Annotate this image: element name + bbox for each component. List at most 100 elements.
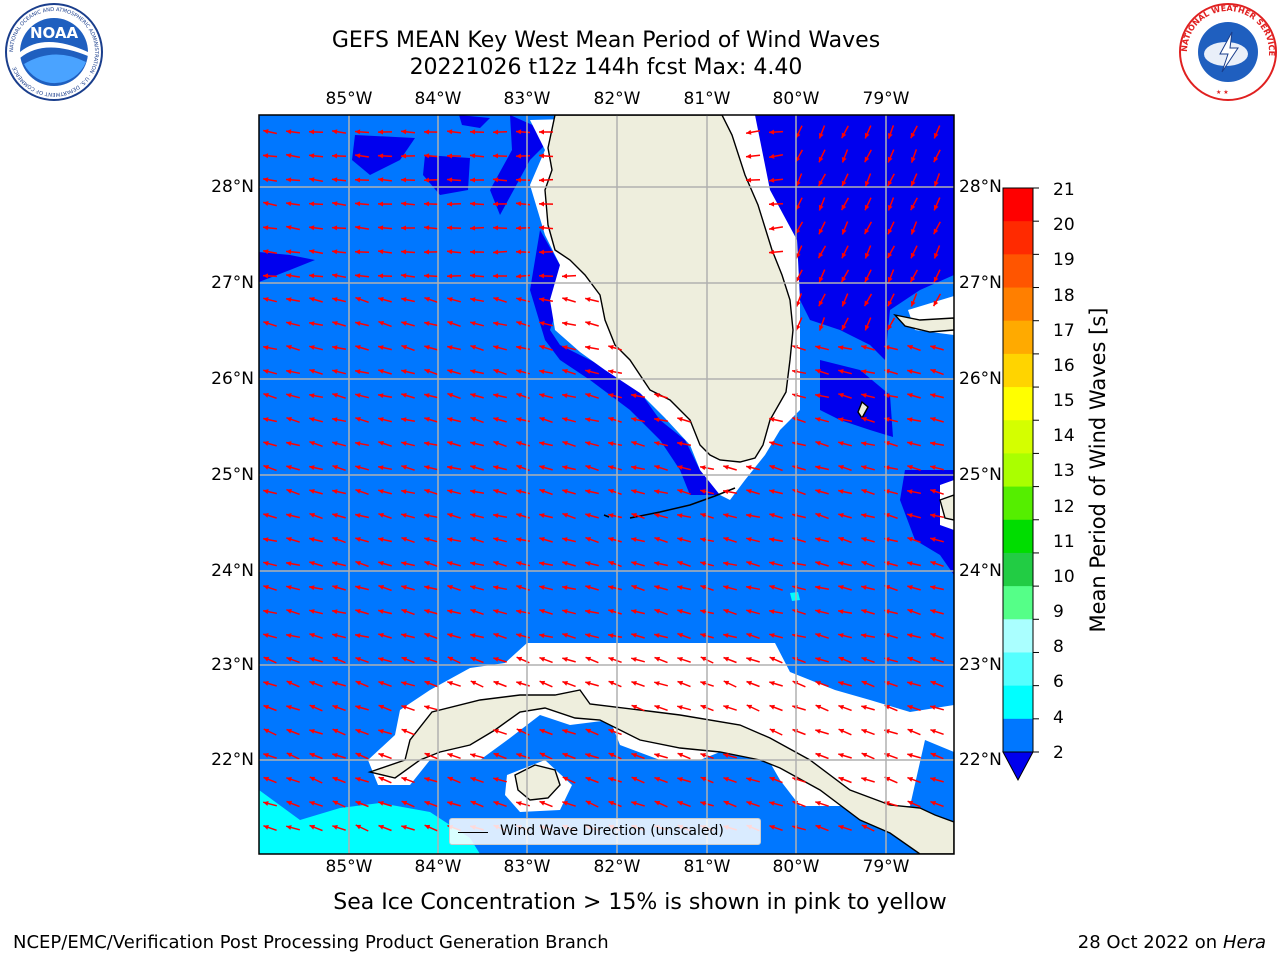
wind-arrow-head <box>815 704 822 710</box>
wind-arrow-head <box>608 561 614 566</box>
wind-arrow-head <box>539 609 545 614</box>
wind-arrow-head <box>401 225 406 231</box>
colorbar-tick: 6 <box>1053 672 1064 692</box>
wind-arrow-head <box>864 181 870 187</box>
wind-arrow-head <box>562 273 568 279</box>
wind-arrow-head <box>470 129 476 135</box>
wind-arrow-head <box>401 777 407 782</box>
wind-arrow-head <box>447 537 453 543</box>
wind-arrow-head <box>677 561 683 566</box>
wind-arrow-head <box>401 441 407 446</box>
wind-arrow-head <box>263 561 269 566</box>
wind-arrow-head <box>470 465 476 470</box>
wind-arrow-head <box>447 753 453 758</box>
wind-arrow-head <box>493 273 498 279</box>
wind-arrow-head <box>700 776 707 782</box>
wind-arrow-head <box>355 321 361 326</box>
wind-arrow-head <box>516 609 522 615</box>
wind-arrow-head <box>447 585 453 590</box>
wind-arrow-head <box>838 633 844 638</box>
sea-ice-note: Sea Ice Concentration > 15% is shown in … <box>333 890 947 915</box>
wind-arrow-head <box>608 609 614 614</box>
wind-arrow-head <box>286 177 292 183</box>
colorbar-label: Mean Period of Wind Waves [s] <box>1086 307 1110 633</box>
wind-arrow-head <box>263 417 269 422</box>
wind-arrow-head <box>585 728 592 734</box>
wind-arrow-head <box>286 153 292 159</box>
colorbar-tick: 19 <box>1053 250 1075 270</box>
wind-arrow-head <box>746 801 752 806</box>
wind-arrow-head <box>654 681 660 686</box>
wind-arrow-head <box>332 249 338 255</box>
wind-arrow-head <box>562 513 568 518</box>
colorbar-tick: 17 <box>1053 321 1075 341</box>
wind-arrow-head <box>930 345 936 350</box>
wind-arrow-head <box>332 489 338 494</box>
wind-arrow-head <box>493 561 499 566</box>
svg-text:★ ★: ★ ★ <box>1216 89 1229 96</box>
wind-arrow-head <box>841 157 847 163</box>
lat-label-left: 22°N <box>211 750 254 770</box>
wind-arrow-head <box>815 681 821 686</box>
wind-arrow-head <box>263 513 269 518</box>
wind-arrow-head <box>841 252 847 259</box>
wind-arrow-head <box>562 393 568 399</box>
wind-arrow-head <box>907 800 914 806</box>
wind-arrow-head <box>447 249 453 255</box>
wind-arrow-head <box>585 297 591 302</box>
wind-arrow-head <box>539 537 545 542</box>
wind-arrow-head <box>907 465 913 470</box>
wind-arrow-head <box>769 465 775 470</box>
wind-arrow-head <box>424 465 430 470</box>
wind-arrow-head <box>861 657 867 662</box>
wind-arrow-head <box>309 489 315 494</box>
wind-arrow-head <box>861 633 867 639</box>
wind-arrow-head <box>355 465 361 470</box>
wind-arrow-head <box>888 133 893 139</box>
wind-arrow-head <box>355 752 362 758</box>
lat-label-right: 22°N <box>959 750 1002 770</box>
wind-arrow-head <box>815 729 821 734</box>
wind-arrow-head <box>470 273 476 279</box>
wind-arrow-head <box>493 680 499 686</box>
wind-arrow-head <box>263 177 269 183</box>
wind-arrow-head <box>838 441 844 446</box>
wind-arrow-head <box>493 585 499 591</box>
wind-arrow-head <box>447 489 453 494</box>
wind-arrow-head <box>401 465 407 470</box>
wind-arrow-head <box>447 801 453 806</box>
wind-arrow-head <box>930 561 936 566</box>
wind-arrow-head <box>769 489 775 494</box>
lat-label-right: 23°N <box>959 655 1002 675</box>
wind-arrow-head <box>930 369 936 374</box>
wind-arrow-head <box>585 417 591 423</box>
wind-arrow-head <box>516 369 522 374</box>
wind-arrow-head <box>355 609 361 614</box>
wind-arrow-head <box>447 681 453 686</box>
wind-arrow-head <box>286 513 292 518</box>
wind-arrow-head <box>332 825 338 830</box>
wind-arrow-head <box>309 129 315 135</box>
wind-arrow-head <box>654 656 661 662</box>
wind-arrow-head <box>493 321 499 327</box>
wind-arrow-head <box>585 585 591 590</box>
bahamas-grand <box>893 313 954 333</box>
wind-arrow-head <box>608 633 614 639</box>
wind-arrow-head <box>286 609 292 614</box>
wind-arrow-head <box>907 728 914 734</box>
florida-keys <box>603 487 736 519</box>
wind-arrow-head <box>585 800 592 806</box>
wind-arrow-head <box>861 585 867 590</box>
wind-arrow-head <box>516 681 522 686</box>
wind-arrow-head <box>286 585 292 590</box>
wind-arrow-head <box>355 513 361 518</box>
wind-arrows <box>262 125 945 832</box>
wind-arrow-head <box>493 249 499 255</box>
wind-arrow-head <box>769 249 775 255</box>
wind-arrow-head <box>263 249 269 255</box>
wind-arrow-head <box>263 369 269 374</box>
wind-arrow-head <box>355 153 361 159</box>
wind-arrow-head <box>910 252 916 259</box>
wind-arrow-head <box>930 680 937 686</box>
wind-arrow-head <box>424 153 430 159</box>
